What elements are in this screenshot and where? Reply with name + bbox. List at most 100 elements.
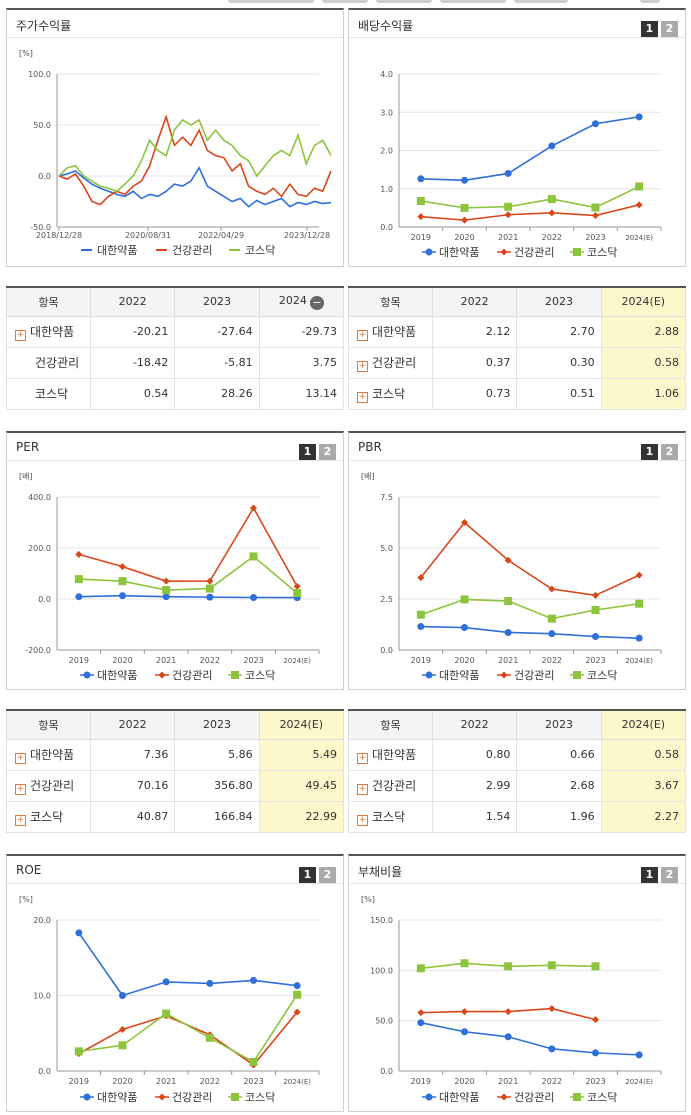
data-point	[504, 211, 512, 219]
data-point	[250, 504, 257, 512]
x-tick-label: 2021	[156, 1077, 176, 1086]
view-2-button[interactable]: 2	[661, 867, 678, 883]
row-label[interactable]: + 대한약품	[6, 315, 91, 348]
legend-label: 대한약품	[439, 668, 479, 682]
row-label[interactable]: + 코스닥	[348, 800, 433, 833]
row-label[interactable]: + 코스닥	[348, 377, 433, 410]
y-tick-label: 5.0	[380, 544, 393, 553]
data-point	[547, 195, 556, 204]
x-tick-label: 2024(E)	[625, 1078, 653, 1086]
row-label[interactable]: + 대한약품	[6, 738, 91, 771]
x-tick-label: 2019	[69, 656, 89, 665]
per-table: 항목 2022 2023 2024(E) + 대한약품 7.36 5.86 5.49 + 건강관…	[6, 709, 345, 833]
x-tick-label: 2023	[243, 1077, 263, 1086]
data-point	[293, 990, 302, 999]
data-point	[635, 634, 643, 642]
view-2-button[interactable]: 2	[319, 444, 336, 460]
view-1-button[interactable]: 1	[641, 21, 658, 37]
col-header: 2023	[516, 286, 602, 317]
expand-icon[interactable]: +	[15, 329, 26, 341]
data-point	[417, 1019, 425, 1027]
data-point	[504, 962, 513, 971]
x-tick-label: 2021	[498, 656, 518, 665]
series-line	[78, 994, 298, 1064]
data-point	[416, 964, 425, 973]
col-header: 2023	[516, 709, 602, 740]
legend-label: 코스닥	[587, 246, 617, 259]
expand-icon[interactable]: +	[357, 814, 368, 826]
view-2-button[interactable]: 2	[319, 867, 336, 883]
series-line	[78, 1011, 298, 1067]
data-point	[249, 552, 258, 561]
data-point	[417, 623, 425, 631]
col-header: 2022	[431, 286, 518, 317]
data-point	[635, 182, 644, 191]
x-tick-label: 2020	[112, 656, 132, 665]
view-1-button[interactable]: 1	[299, 867, 316, 883]
data-point	[293, 589, 302, 598]
expand-icon[interactable]: +	[15, 783, 26, 795]
x-tick-label: 2019	[411, 656, 431, 665]
view-1-button[interactable]: 1	[641, 867, 658, 883]
data-point	[417, 213, 425, 221]
data-point	[548, 142, 556, 150]
data-point	[231, 1093, 239, 1101]
legend-label: 건강관리	[172, 1091, 212, 1104]
col-header: 2024(E)	[258, 709, 345, 740]
expand-icon[interactable]: +	[357, 360, 368, 372]
pbr-chart: [배] 7.5 5.0 2.5 0.0 2019 2020 2021 2022 2023 2024(…	[361, 472, 662, 682]
expand-icon[interactable]: +	[15, 752, 26, 764]
x-tick-label: 2023/12/28	[284, 231, 330, 240]
y-tick-label: 50.0	[375, 1017, 393, 1026]
data-point	[206, 577, 214, 585]
expand-icon[interactable]: +	[357, 752, 368, 764]
data-point	[162, 978, 170, 986]
view-1-button[interactable]: 1	[641, 444, 658, 460]
data-point	[425, 1093, 433, 1101]
expand-icon[interactable]: +	[15, 814, 26, 826]
row-label[interactable]: + 건강관리	[348, 769, 433, 802]
row-label[interactable]: + 대한약품	[348, 738, 433, 771]
y-tick-label: 0.0	[38, 595, 51, 604]
row-label[interactable]: + 건강관리	[348, 346, 433, 379]
x-tick-label: 2020	[454, 233, 474, 242]
legend-label: 코스닥	[587, 669, 617, 682]
cell: 1.96	[516, 800, 602, 833]
legend-label: 대한약품	[439, 245, 479, 259]
row-label[interactable]: + 대한약품	[348, 315, 433, 348]
table-row: 건강관리 -18.42 -5.81 3.75	[6, 346, 345, 379]
view-2-button[interactable]: 2	[661, 444, 678, 460]
stock-return-panel: 주가수익률 [%] 100.0 50.0 0.0 -50.0 2018/12/28 2020…	[6, 8, 344, 267]
legend-label: 건강관리	[172, 669, 212, 682]
cell: 0.54	[89, 377, 176, 410]
row-label[interactable]: + 코스닥	[6, 800, 91, 833]
series-line	[420, 598, 640, 620]
data-point	[591, 962, 600, 971]
data-point	[504, 628, 512, 636]
data-point	[425, 671, 433, 679]
x-tick-label: 2022/04/29	[198, 231, 244, 240]
expand-icon[interactable]: +	[357, 783, 368, 795]
view-1-button[interactable]: 1	[299, 444, 316, 460]
collapse-icon[interactable]: −	[309, 295, 324, 310]
legend-label: 대한약품	[97, 668, 137, 682]
data-point	[635, 201, 643, 209]
expand-icon[interactable]: +	[357, 329, 368, 341]
cell: -20.21	[89, 315, 176, 348]
legend-label: 대한약품	[97, 243, 137, 257]
data-point	[592, 1049, 599, 1057]
table-row: + 코스닥 0.73 0.51 1.06	[348, 377, 687, 410]
y-tick-label: -200.0	[25, 646, 51, 655]
dividend-yield-chart: 4.0 3.0 2.0 1.0 0.0 2019 2020 2021 2022 2023 2024(…	[380, 70, 662, 259]
row-label[interactable]: + 건강관리	[6, 769, 91, 802]
expand-icon[interactable]: +	[357, 391, 368, 403]
debt-ratio-chart: [%] 150.0 100.0 50.0 0.0 2019 2020 2021 2022 2023…	[361, 895, 662, 1104]
data-point	[461, 1028, 468, 1036]
view-2-button[interactable]: 2	[661, 21, 678, 37]
series-line	[420, 625, 640, 639]
col-header: 항목	[348, 709, 433, 740]
